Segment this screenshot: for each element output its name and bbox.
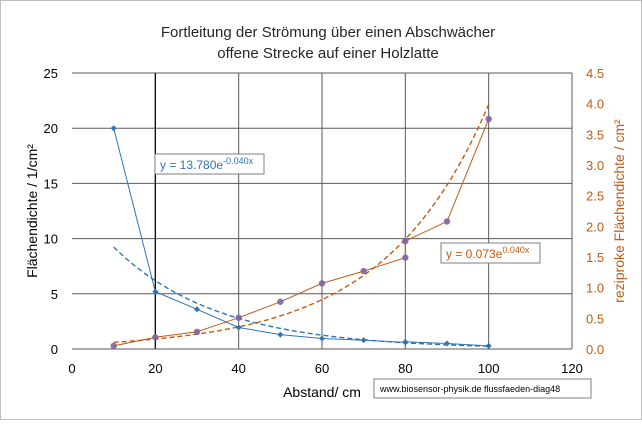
data-point-right xyxy=(152,334,159,341)
y-left-tick-label: 15 xyxy=(44,176,58,191)
data-point-right xyxy=(402,254,409,261)
x-tick-label: 0 xyxy=(68,361,75,376)
trendline-left xyxy=(113,246,489,347)
data-point-left xyxy=(444,340,450,347)
data-point-right xyxy=(485,115,492,123)
data-point-left xyxy=(110,125,117,132)
chart-title: Fortleitung der Strömung über einen Absc… xyxy=(161,24,495,62)
data-point-left xyxy=(277,331,284,338)
y-left-tick-label: 25 xyxy=(44,66,58,81)
x-tick-label: 80 xyxy=(398,361,412,376)
data-point-left xyxy=(152,288,159,295)
x-axis-title: Abstand/ cm xyxy=(283,384,361,400)
grid xyxy=(72,72,573,349)
y-right-tick-label: 2.5 xyxy=(586,189,604,204)
equation-left: y = 13.780e-0.040x xyxy=(160,156,254,172)
y-right-tick-label: 3.5 xyxy=(586,127,604,142)
y-right-tick-label: 0.5 xyxy=(586,311,604,326)
equation-left-box xyxy=(154,153,265,175)
credit-box: www.biosensor-physik.de flussfaeden-diag… xyxy=(373,378,592,399)
title-line-1: Fortleitung der Strömung über einen Absc… xyxy=(161,24,495,41)
x-tick-label: 60 xyxy=(315,361,329,376)
data-point-left xyxy=(235,324,242,331)
y-left-tick-label: 0 xyxy=(51,342,58,357)
y-right-tick-label: 1.0 xyxy=(586,281,604,296)
data-point-right xyxy=(277,298,284,305)
x-tick-label: 40 xyxy=(231,361,245,376)
y-axis-right-title: reziproke Flächendichte / cm² xyxy=(611,119,627,303)
data-point-left xyxy=(194,306,200,313)
y-right-tick-label: 4.0 xyxy=(586,97,604,112)
y-right-tick-label: 3.0 xyxy=(586,158,604,173)
trendlines xyxy=(113,104,490,347)
y-right-tick-label: 2.0 xyxy=(586,219,604,234)
series xyxy=(110,115,492,350)
y-right-tick-label: 1.5 xyxy=(586,250,604,265)
trendline-right xyxy=(113,104,490,343)
y-axis-left-title: Flächendichte / 1/cm² xyxy=(24,144,40,278)
series-right-line xyxy=(113,118,490,347)
x-tick-label: 20 xyxy=(148,361,162,376)
y-left-tick-label: 5 xyxy=(51,287,58,302)
credit-text: www.biosensor-physik.de flussfaeden-diag… xyxy=(379,384,560,394)
x-tick-label: 120 xyxy=(561,361,583,376)
data-point-right xyxy=(193,328,201,336)
x-tick-label: 100 xyxy=(478,361,500,376)
equation-right-box xyxy=(440,242,541,264)
data-point-left xyxy=(360,337,367,344)
y-right-tick-label: 4.5 xyxy=(586,66,604,81)
labels: y = 13.780e-0.040x y = 0.073e0.040x xyxy=(154,153,541,264)
data-point-right xyxy=(360,267,367,275)
data-point-left xyxy=(485,342,492,349)
y-left-tick-label: 10 xyxy=(44,232,58,247)
y-left-tick-label: 20 xyxy=(44,121,58,136)
data-point-right xyxy=(110,342,117,350)
data-point-right xyxy=(443,218,451,225)
y-right-tick-label: 0.0 xyxy=(586,342,604,357)
data-point-right xyxy=(235,314,242,321)
data-point-right xyxy=(402,237,409,245)
equation-right: y = 0.073e0.040x xyxy=(446,245,530,261)
data-point-left xyxy=(402,338,409,345)
data-point-right xyxy=(318,280,326,287)
data-point-left xyxy=(319,335,325,342)
title-line-2: offene Strecke auf einer Holzlatte xyxy=(217,45,439,62)
